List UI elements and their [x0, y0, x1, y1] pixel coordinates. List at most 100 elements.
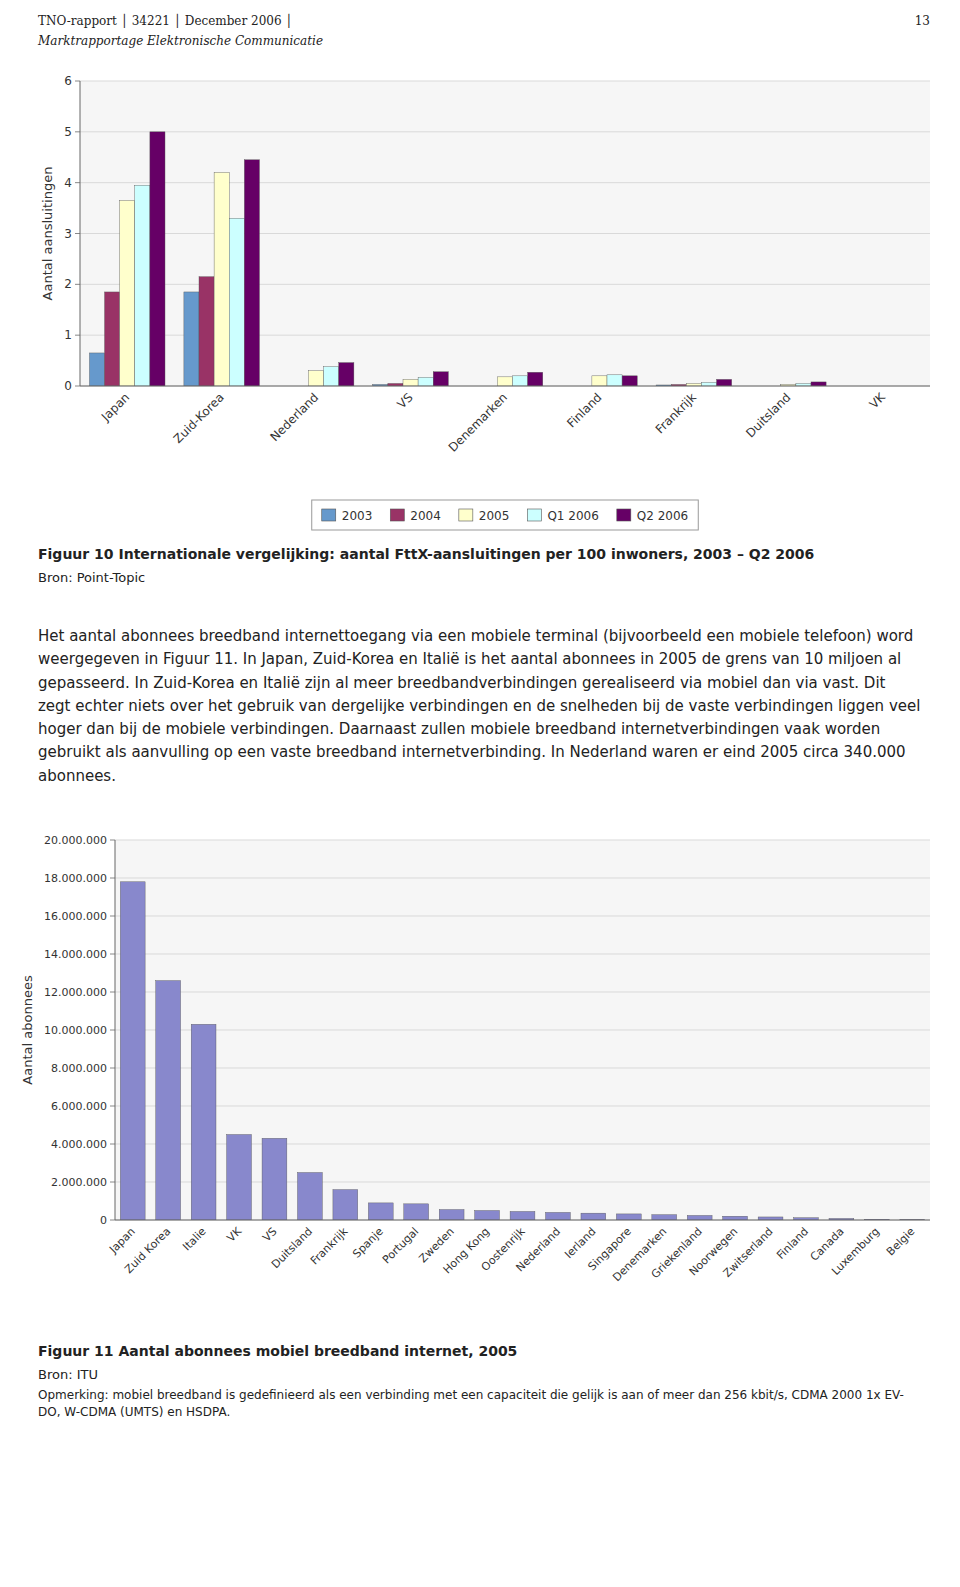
grid-line — [115, 1106, 930, 1107]
bar — [652, 1215, 677, 1220]
x-axis-line — [115, 1220, 930, 1221]
body-text: Het aantal abonnees breedband internetto… — [38, 625, 922, 788]
y-tick — [110, 992, 115, 993]
grid-line — [80, 386, 930, 387]
annotation: Bron: ITU — [38, 1366, 922, 1384]
grid-line — [80, 233, 930, 234]
chart-title: Figuur 11 Aantal abonnees mobiel breedba… — [38, 1342, 922, 1361]
chart-container: 02.000.0004.000.0006.000.0008.000.00010.… — [0, 825, 960, 1339]
x-tick-label: Luxemburg — [829, 1225, 882, 1278]
header-left: TNO-rapport │ 34221 │ December 2006 │ — [38, 14, 293, 28]
y-tick-label: 14.000.000 — [44, 948, 107, 961]
chart-svg: 0123456Aantal aansluitingenJapanZuid-Kor… — [0, 66, 960, 536]
y-tick-label: 1 — [64, 328, 72, 342]
bar — [418, 377, 433, 386]
y-tick — [110, 1030, 115, 1031]
bar — [592, 376, 607, 386]
legend-label: Q1 2006 — [547, 509, 598, 523]
grid-line — [115, 1220, 930, 1221]
y-tick — [110, 954, 115, 955]
bar — [214, 173, 229, 387]
legend-frame — [312, 500, 699, 530]
bar — [297, 1173, 322, 1221]
bar — [723, 1216, 748, 1220]
x-tick-label: Belgie — [884, 1225, 918, 1259]
legend-swatch — [322, 509, 336, 521]
x-tick-label: Duitsland — [269, 1225, 315, 1271]
y-tick — [75, 81, 80, 82]
chart-container: 0123456Aantal aansluitingenJapanZuid-Kor… — [0, 66, 960, 540]
bar — [227, 1135, 252, 1221]
y-tick — [110, 1144, 115, 1145]
bar — [528, 372, 543, 386]
x-tick-label: Finland — [774, 1225, 811, 1262]
grid-line — [115, 916, 930, 917]
bar — [439, 1210, 464, 1220]
legend-swatch — [390, 509, 404, 521]
bar — [324, 367, 339, 386]
bar — [811, 382, 826, 386]
caption: Figuur 11 Aantal abonnees mobiel breedba… — [38, 1342, 922, 1421]
bar — [135, 185, 150, 386]
y-tick-label: 16.000.000 — [44, 910, 107, 923]
x-tick-label: Zuid Korea — [122, 1225, 173, 1276]
bar — [717, 379, 732, 386]
bar — [433, 372, 448, 386]
bars — [89, 132, 826, 386]
bar — [404, 1204, 429, 1220]
x-tick-label: VK — [225, 1224, 245, 1244]
chart-title: Figuur 10 Internationale vergelijking: a… — [38, 545, 922, 564]
bar — [105, 292, 120, 386]
y-tick-label: 2 — [64, 277, 72, 291]
y-axis-line — [80, 81, 81, 386]
grid-line — [115, 840, 930, 841]
header-subtitle: Marktrapportage Elektronische Communicat… — [38, 34, 323, 48]
legend-label: 2004 — [410, 509, 441, 523]
x-tick-label: Denemarken — [446, 390, 510, 454]
y-tick — [75, 284, 80, 285]
y-tick-label: 3 — [64, 227, 72, 241]
y-tick-label: 10.000.000 — [44, 1024, 107, 1037]
y-tick — [110, 878, 115, 879]
y-tick-label: 5 — [64, 125, 72, 139]
grid-line — [80, 81, 930, 82]
bar — [333, 1190, 358, 1220]
bar — [339, 363, 354, 386]
y-tick — [110, 1068, 115, 1069]
y-tick-label: 4.000.000 — [51, 1138, 107, 1151]
y-tick-label: 8.000.000 — [51, 1062, 107, 1075]
bar — [150, 132, 165, 386]
y-axis-label: Aantal aansluitingen — [40, 167, 55, 301]
bar — [687, 1215, 712, 1220]
bar — [120, 882, 145, 1220]
grid-line — [115, 1068, 930, 1069]
x-tick-label: Japan — [106, 1225, 138, 1257]
bar — [513, 376, 528, 386]
y-tick-label: 4 — [64, 176, 72, 190]
y-tick-label: 0 — [64, 379, 72, 393]
x-tick-label: VS — [260, 1225, 279, 1244]
x-tick-label: Finland — [564, 390, 604, 430]
x-tick-label: Italie — [180, 1225, 209, 1254]
x-tick-label: Nederland — [267, 390, 321, 444]
x-tick-label: Nederland — [514, 1225, 564, 1275]
legend-swatch — [617, 509, 631, 521]
plot-background — [115, 840, 930, 1220]
y-tick-label: 6 — [64, 74, 72, 88]
y-tick — [110, 840, 115, 841]
x-tick-label: Portugal — [380, 1225, 421, 1266]
x-tick-label: Zwitserland — [721, 1225, 776, 1280]
annotation: Opmerking: mobiel breedband is gedefinie… — [38, 1387, 922, 1421]
bar — [581, 1213, 606, 1220]
y-tick-label: 20.000.000 — [44, 834, 107, 847]
x-axis-line — [80, 386, 930, 387]
x-tick-label: Frankrijk — [653, 390, 699, 436]
y-tick — [75, 386, 80, 387]
y-tick — [110, 1106, 115, 1107]
bar — [622, 376, 637, 386]
bar — [309, 371, 324, 386]
bars — [120, 882, 924, 1220]
x-tick-label: Frankrijk — [308, 1224, 351, 1267]
bar — [497, 377, 512, 386]
chart-svg: 02.000.0004.000.0006.000.0008.000.00010.… — [0, 825, 960, 1335]
